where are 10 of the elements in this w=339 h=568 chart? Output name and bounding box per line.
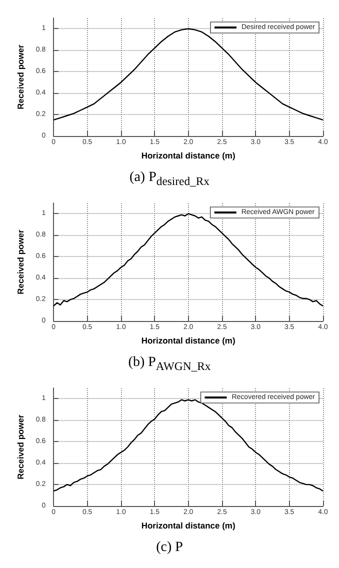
line-series: [53, 399, 324, 492]
text: (a) P$_{desired_Rx}$: [128, 170, 210, 190]
x-axis-title: Horizontal distance (m): [141, 520, 236, 530]
x-axis-title: Horizontal distance (m): [141, 150, 236, 160]
text: (c) P: [155, 540, 184, 557]
y-axis-title: Received power: [16, 228, 26, 294]
x-axis-title: Horizontal distance (m): [141, 335, 236, 346]
y-axis-title: Received power: [16, 414, 26, 480]
y-axis-title: Received power: [16, 44, 26, 110]
text: (b) P$_{AWGN_Rx}$: [127, 355, 212, 375]
